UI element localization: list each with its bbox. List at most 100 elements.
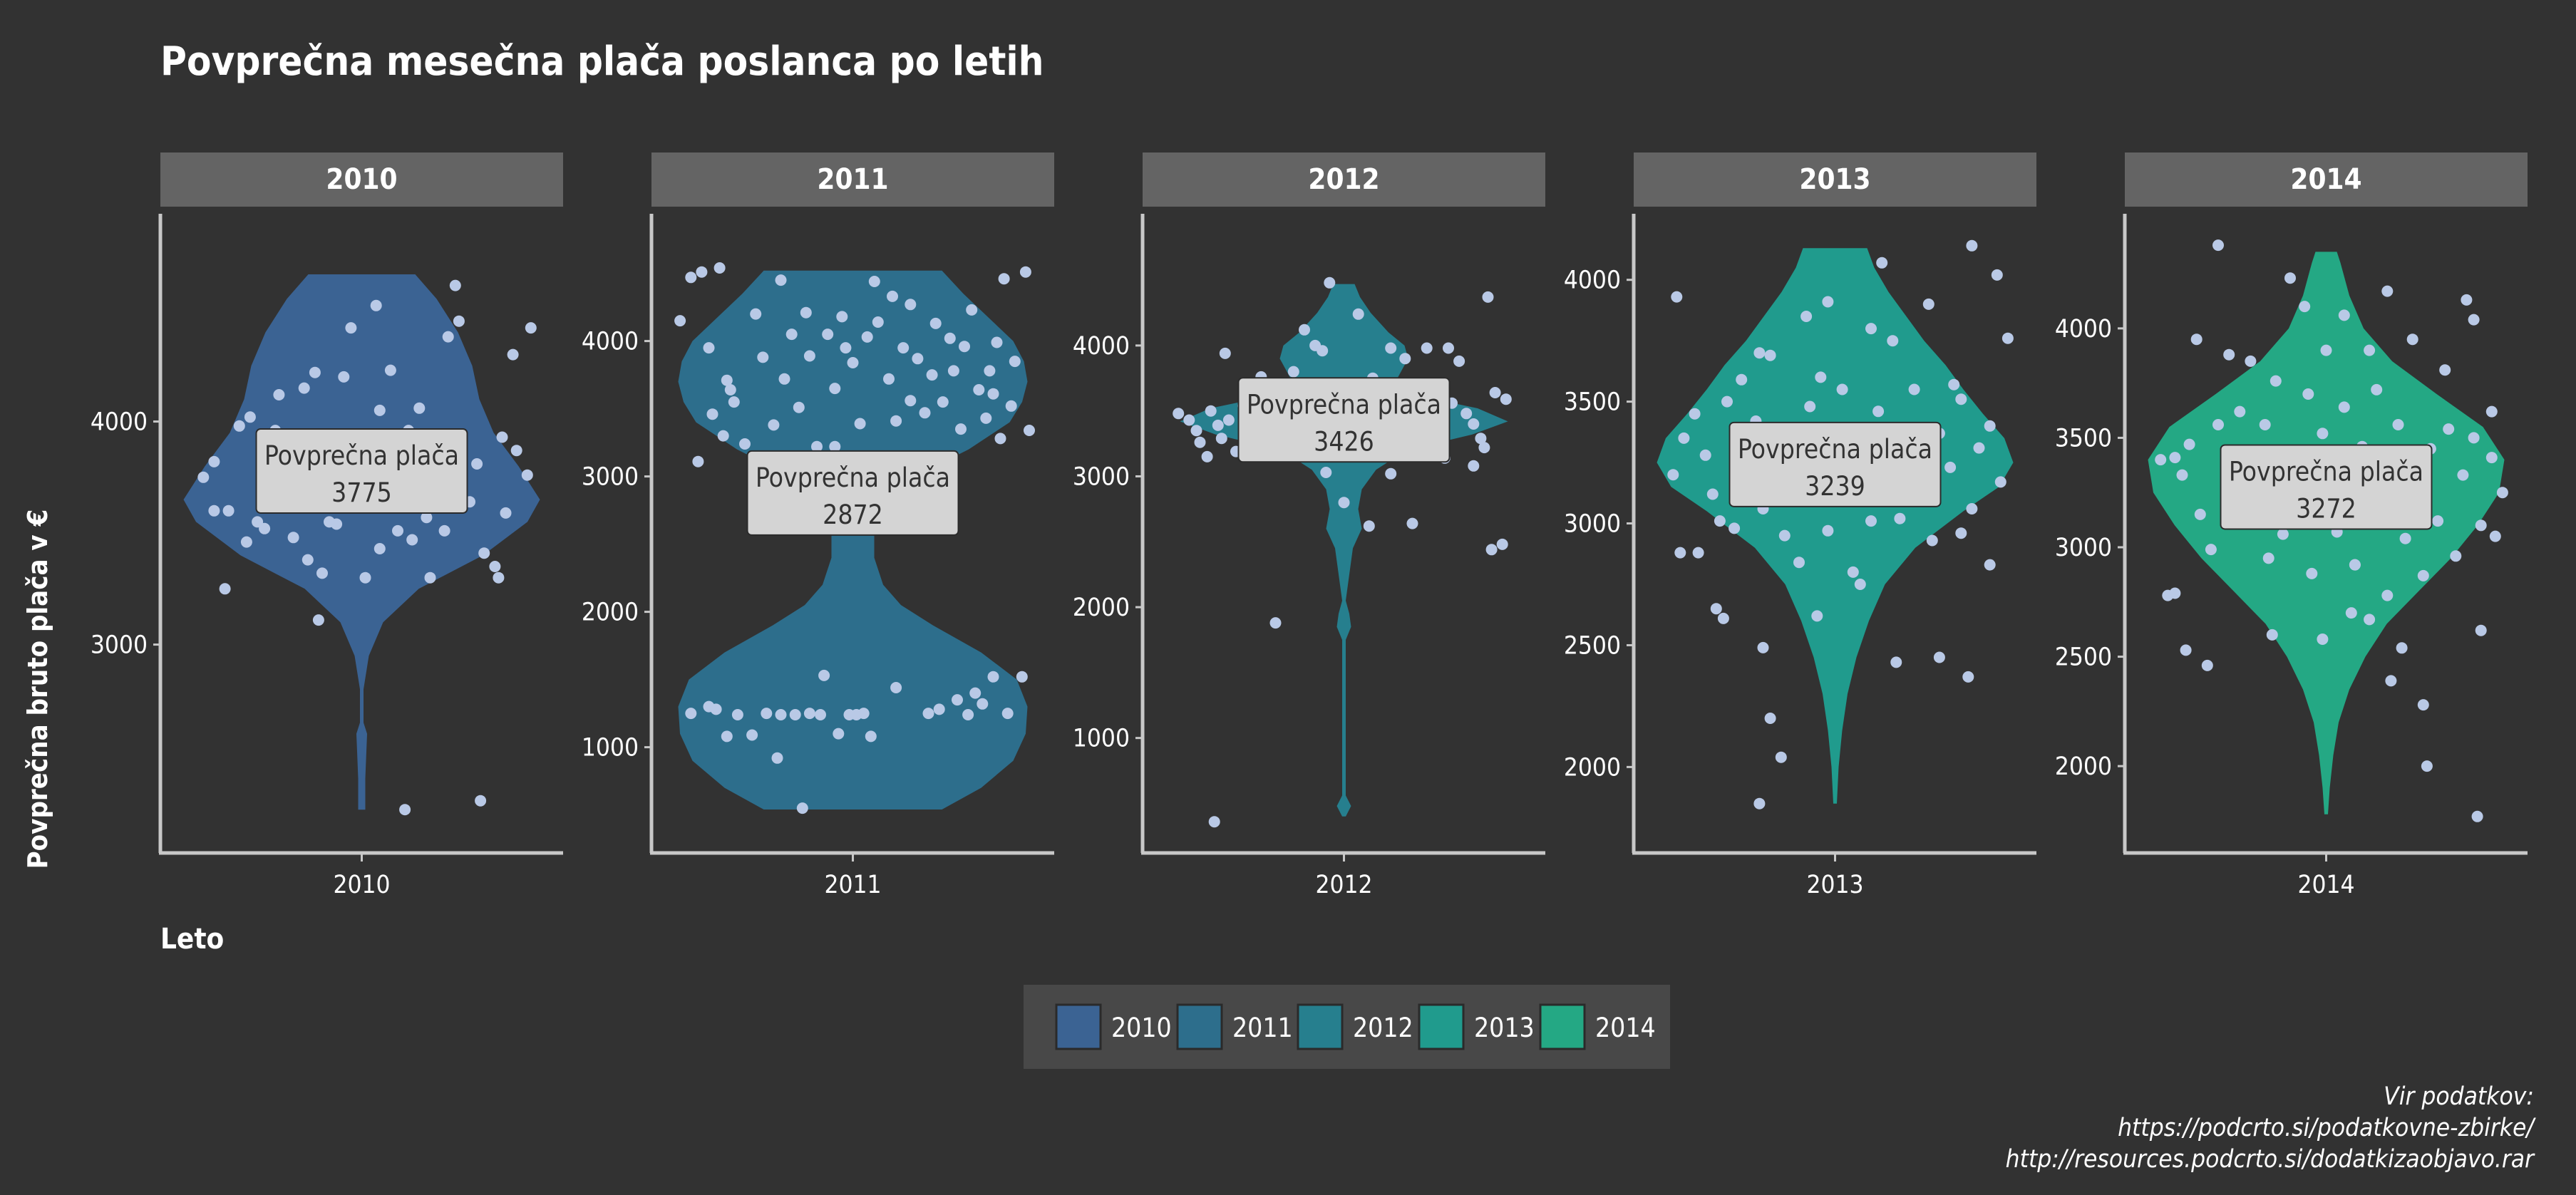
data-point-2014-46: [2385, 675, 2397, 687]
data-point-2010-45: [507, 348, 519, 361]
data-point-2013-6: [1721, 395, 1733, 408]
data-point-2010-0: [197, 471, 210, 483]
data-point-2010-24: [298, 382, 310, 394]
data-point-2011-76: [717, 430, 729, 442]
data-point-2014-49: [2475, 624, 2487, 636]
data-point-2011-8: [771, 752, 783, 764]
y-tick-label-2014-2500: 2500: [2055, 643, 2112, 672]
data-point-2013-51: [1876, 257, 1888, 269]
data-point-2013-12: [1778, 529, 1791, 542]
source-note: Vir podatkov: https://podcrto.si/podatko…: [2006, 1082, 2537, 1174]
data-point-2012-42: [1478, 442, 1490, 454]
data-point-2011-0: [685, 708, 697, 720]
data-point-2012-1: [1183, 414, 1195, 426]
data-point-2013-47: [1764, 349, 1776, 361]
y-tick-label-2014-2000: 2000: [2055, 752, 2112, 781]
data-point-2013-18: [1836, 383, 1848, 395]
data-point-2013-37: [1692, 547, 1704, 559]
data-point-2011-77: [724, 384, 736, 395]
data-point-2010-5: [259, 522, 271, 534]
data-point-2011-61: [937, 396, 949, 408]
data-point-2011-50: [868, 276, 880, 287]
data-point-2014-40: [2201, 659, 2213, 671]
data-point-2011-63: [947, 365, 959, 377]
data-point-2014-62: [2381, 285, 2394, 297]
x-tick-label-2012: 2012: [1315, 871, 1372, 899]
data-point-2013-65: [1815, 371, 1827, 383]
data-point-2012-22: [1324, 276, 1336, 289]
data-point-2011-18: [890, 682, 902, 693]
data-point-2012-26: [1352, 308, 1364, 320]
data-point-2014-36: [2475, 519, 2487, 532]
data-point-2011-68: [980, 412, 992, 424]
mean-label-box-2013: [1729, 421, 1942, 507]
data-point-2011-31: [713, 262, 726, 274]
data-point-2013-56: [1757, 641, 1769, 653]
data-point-2013-57: [1764, 713, 1776, 724]
data-point-2014-48: [2421, 760, 2433, 772]
data-point-2010-16: [421, 512, 433, 524]
data-point-2013-63: [1962, 671, 1974, 683]
data-point-2011-84: [987, 388, 999, 400]
data-point-2011-79: [905, 395, 917, 407]
data-point-2010-20: [478, 547, 490, 559]
data-point-2014-51: [2396, 642, 2408, 654]
data-point-2011-43: [811, 440, 823, 452]
y-tick-label-2011-4000: 4000: [582, 328, 639, 356]
legend-key-2010: [1055, 1003, 1102, 1050]
data-point-2011-59: [929, 317, 942, 329]
data-point-2012-47: [1443, 342, 1454, 354]
data-point-2011-4: [731, 709, 743, 720]
data-point-2013-53: [1966, 239, 1978, 252]
data-point-2012-6: [1212, 419, 1224, 431]
data-point-2011-33: [706, 408, 718, 420]
data-point-2010-57: [208, 505, 220, 517]
data-point-2012-8: [1222, 414, 1235, 426]
data-point-2014-39: [2180, 644, 2192, 656]
data-point-2011-64: [955, 423, 967, 435]
data-point-2012-32: [1399, 353, 1411, 365]
violin-2014: [2148, 252, 2505, 814]
data-point-2011-24: [987, 671, 999, 683]
data-point-2011-28: [796, 802, 808, 814]
data-point-2012-39: [1460, 408, 1473, 420]
data-point-2011-20: [933, 703, 945, 715]
data-point-2012-50: [1496, 538, 1508, 550]
data-point-2013-64: [1933, 651, 1945, 663]
data-point-2013-35: [1994, 476, 2006, 488]
data-point-2012-45: [1475, 433, 1487, 445]
data-point-2011-10: [803, 708, 815, 720]
mean-label-title-2010: Povprečna plača: [264, 440, 459, 471]
data-point-2011-74: [1019, 266, 1031, 278]
data-point-2010-9: [316, 567, 328, 579]
mean-label-title-2013: Povprečna plača: [1738, 434, 1932, 465]
data-point-2011-65: [959, 341, 970, 353]
data-point-2012-57: [1208, 816, 1220, 828]
legend: 2010 2011 2012 2013 2014: [1024, 985, 1670, 1069]
data-point-2013-1: [1678, 432, 1690, 444]
y-tick-label-2014-3000: 3000: [2055, 534, 2112, 562]
data-point-2012-19: [1299, 324, 1310, 336]
data-point-2014-45: [2364, 614, 2376, 626]
chart-title: Povprečna mesečna plača poslanca po leti…: [160, 38, 1044, 85]
data-point-2014-12: [2270, 375, 2282, 387]
data-point-2014-63: [2406, 333, 2418, 346]
data-point-2013-41: [1793, 557, 1805, 569]
data-point-2014-70: [2349, 559, 2361, 571]
data-point-2010-22: [219, 583, 231, 595]
mean-label-box-2012: [1237, 377, 1451, 463]
data-point-2013-14: [1804, 400, 1816, 413]
data-point-2014-34: [2457, 469, 2469, 481]
legend-key-2012: [1297, 1003, 1344, 1050]
data-point-2011-87: [775, 274, 787, 286]
data-point-2014-57: [2284, 272, 2296, 284]
data-point-2014-4: [2194, 508, 2206, 520]
data-point-2013-67: [1948, 378, 1960, 390]
data-point-2010-21: [493, 571, 505, 584]
mean-label-value-2012: 3426: [1314, 426, 1374, 457]
data-point-2011-22: [962, 709, 974, 720]
data-point-2012-54: [1269, 617, 1282, 629]
mean-label-title-2014: Povprečna plača: [2229, 456, 2423, 487]
data-point-2010-39: [324, 516, 335, 528]
data-point-2013-22: [1872, 405, 1885, 418]
